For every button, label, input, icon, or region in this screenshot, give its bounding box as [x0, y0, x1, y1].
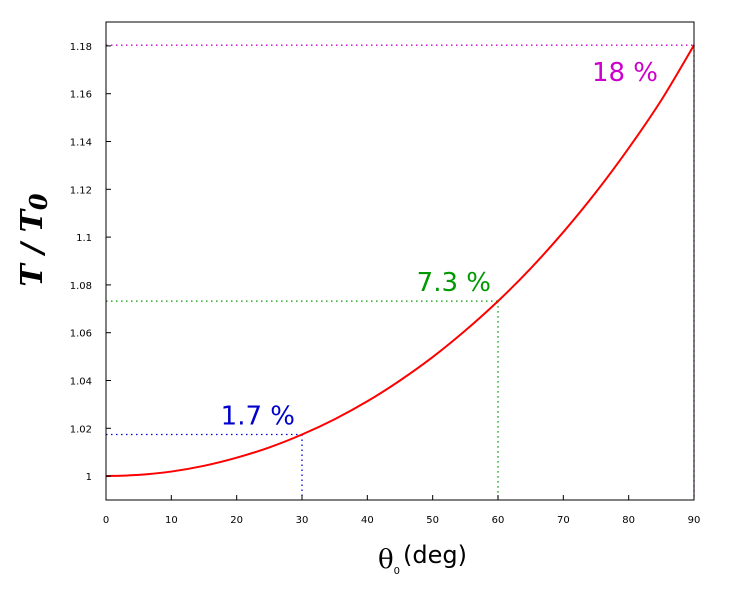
period-ratio-curve [105, 44, 695, 478]
y-axis-ticks: 1 1.02 1.04 1.06 1.08 1.1 1.12 1.14 1.16 1.18 [70, 42, 111, 483]
y-tick-label: 1.06 [70, 329, 92, 340]
y-tick-label: 1.08 [70, 281, 92, 292]
x-tick-label: 20 [230, 515, 243, 526]
plot-frame [105, 21, 695, 501]
x-tick-label: 0 [103, 515, 109, 526]
y-tick-label: 1.12 [70, 185, 92, 196]
y-tick-label: 1.18 [70, 42, 92, 53]
percent-annotation: 7.3 % [417, 268, 491, 298]
x-tick-label: 80 [622, 515, 635, 526]
percent-annotation: 18 % [592, 58, 658, 88]
x-tick-label: 90 [688, 515, 701, 526]
x-axis-ticks: 0 10 20 30 40 50 60 70 80 90 [103, 495, 701, 526]
y-axis-label-main: T / T [15, 207, 50, 286]
x-axis-label: θ0(deg) [378, 541, 467, 577]
y-tick-label: 1.14 [70, 138, 92, 149]
y-tick-label: 1.16 [70, 90, 92, 101]
x-axis-label-unit: (deg) [403, 541, 467, 569]
x-axis-label-symbol: θ [378, 545, 394, 575]
x-axis-label-sub: 0 [394, 566, 400, 577]
percent-annotation: 1.7 % [221, 402, 295, 432]
x-tick-label: 70 [557, 515, 570, 526]
y-axis-label-sub: 0 [24, 193, 53, 210]
x-tick-label: 40 [361, 515, 374, 526]
x-tick-label: 10 [165, 515, 178, 526]
y-tick-label: 1 [86, 472, 92, 483]
x-tick-label: 50 [426, 515, 439, 526]
y-tick-label: 1.04 [70, 377, 92, 388]
y-tick-label: 1.1 [76, 233, 92, 244]
percent-annotations: 1.7 % 7.3 % 18 % [221, 58, 658, 431]
reference-guides [106, 44, 695, 500]
x-tick-label: 30 [296, 515, 309, 526]
y-axis-label: T / T0 [15, 193, 53, 287]
x-tick-label: 60 [492, 515, 505, 526]
y-tick-label: 1.02 [70, 424, 92, 435]
